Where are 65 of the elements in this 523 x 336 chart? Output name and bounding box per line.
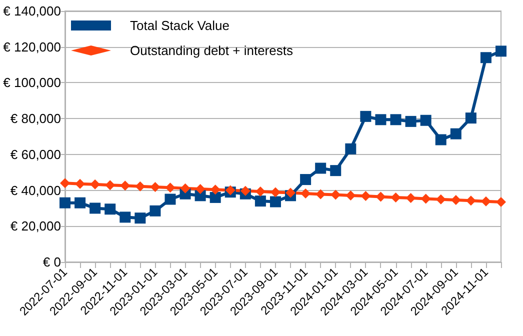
point — [376, 192, 386, 202]
point — [466, 196, 476, 206]
y-tick-label: € 20,000 — [10, 218, 61, 234]
point — [316, 189, 326, 200]
point — [330, 190, 341, 200]
point — [90, 202, 101, 214]
point — [105, 180, 116, 190]
point — [436, 194, 446, 204]
point — [435, 134, 446, 146]
point — [480, 52, 492, 64]
point — [345, 143, 356, 154]
point — [210, 184, 220, 195]
point — [390, 114, 402, 126]
point — [286, 188, 296, 198]
point — [360, 191, 371, 202]
point — [405, 116, 416, 127]
point — [496, 46, 506, 57]
point — [90, 179, 100, 190]
point — [420, 114, 432, 126]
point — [270, 187, 280, 198]
y-tick-label: € 40,000 — [10, 182, 61, 198]
point — [240, 186, 250, 196]
point — [330, 165, 342, 176]
point — [300, 174, 312, 186]
point — [465, 112, 476, 124]
point — [74, 197, 86, 208]
point — [450, 128, 462, 140]
point — [60, 178, 70, 188]
point — [210, 192, 221, 203]
point — [300, 188, 311, 199]
point — [420, 194, 431, 204]
legend-label: Outstanding debt + interests — [130, 43, 294, 58]
point — [135, 181, 146, 192]
point — [315, 162, 326, 174]
point — [254, 196, 266, 207]
point — [120, 212, 131, 223]
point — [150, 205, 161, 216]
point — [180, 183, 190, 194]
point — [375, 114, 386, 126]
y-tick-label: € 120,000 — [3, 39, 61, 54]
point — [480, 196, 491, 206]
y-tick-label: € 140,000 — [3, 4, 61, 18]
point — [150, 182, 160, 192]
point — [164, 194, 176, 205]
point — [360, 110, 372, 122]
point — [225, 185, 236, 196]
point — [120, 180, 130, 191]
y-tick-label: € 60,000 — [10, 146, 61, 162]
point — [390, 192, 401, 202]
legend-label: Total Stack Value — [130, 18, 230, 33]
point — [255, 186, 266, 197]
point — [270, 196, 281, 208]
point — [134, 212, 146, 224]
y-tick-label: € 100,000 — [3, 75, 61, 90]
point — [496, 196, 506, 207]
y-tick-label: € 0 — [42, 254, 61, 270]
point — [406, 192, 416, 203]
point — [346, 190, 356, 200]
point — [165, 182, 176, 193]
point — [104, 204, 116, 215]
point — [60, 197, 70, 208]
point — [75, 178, 86, 189]
point — [195, 184, 206, 194]
y-tick-label: € 80,000 — [10, 111, 61, 126]
point — [450, 194, 461, 205]
